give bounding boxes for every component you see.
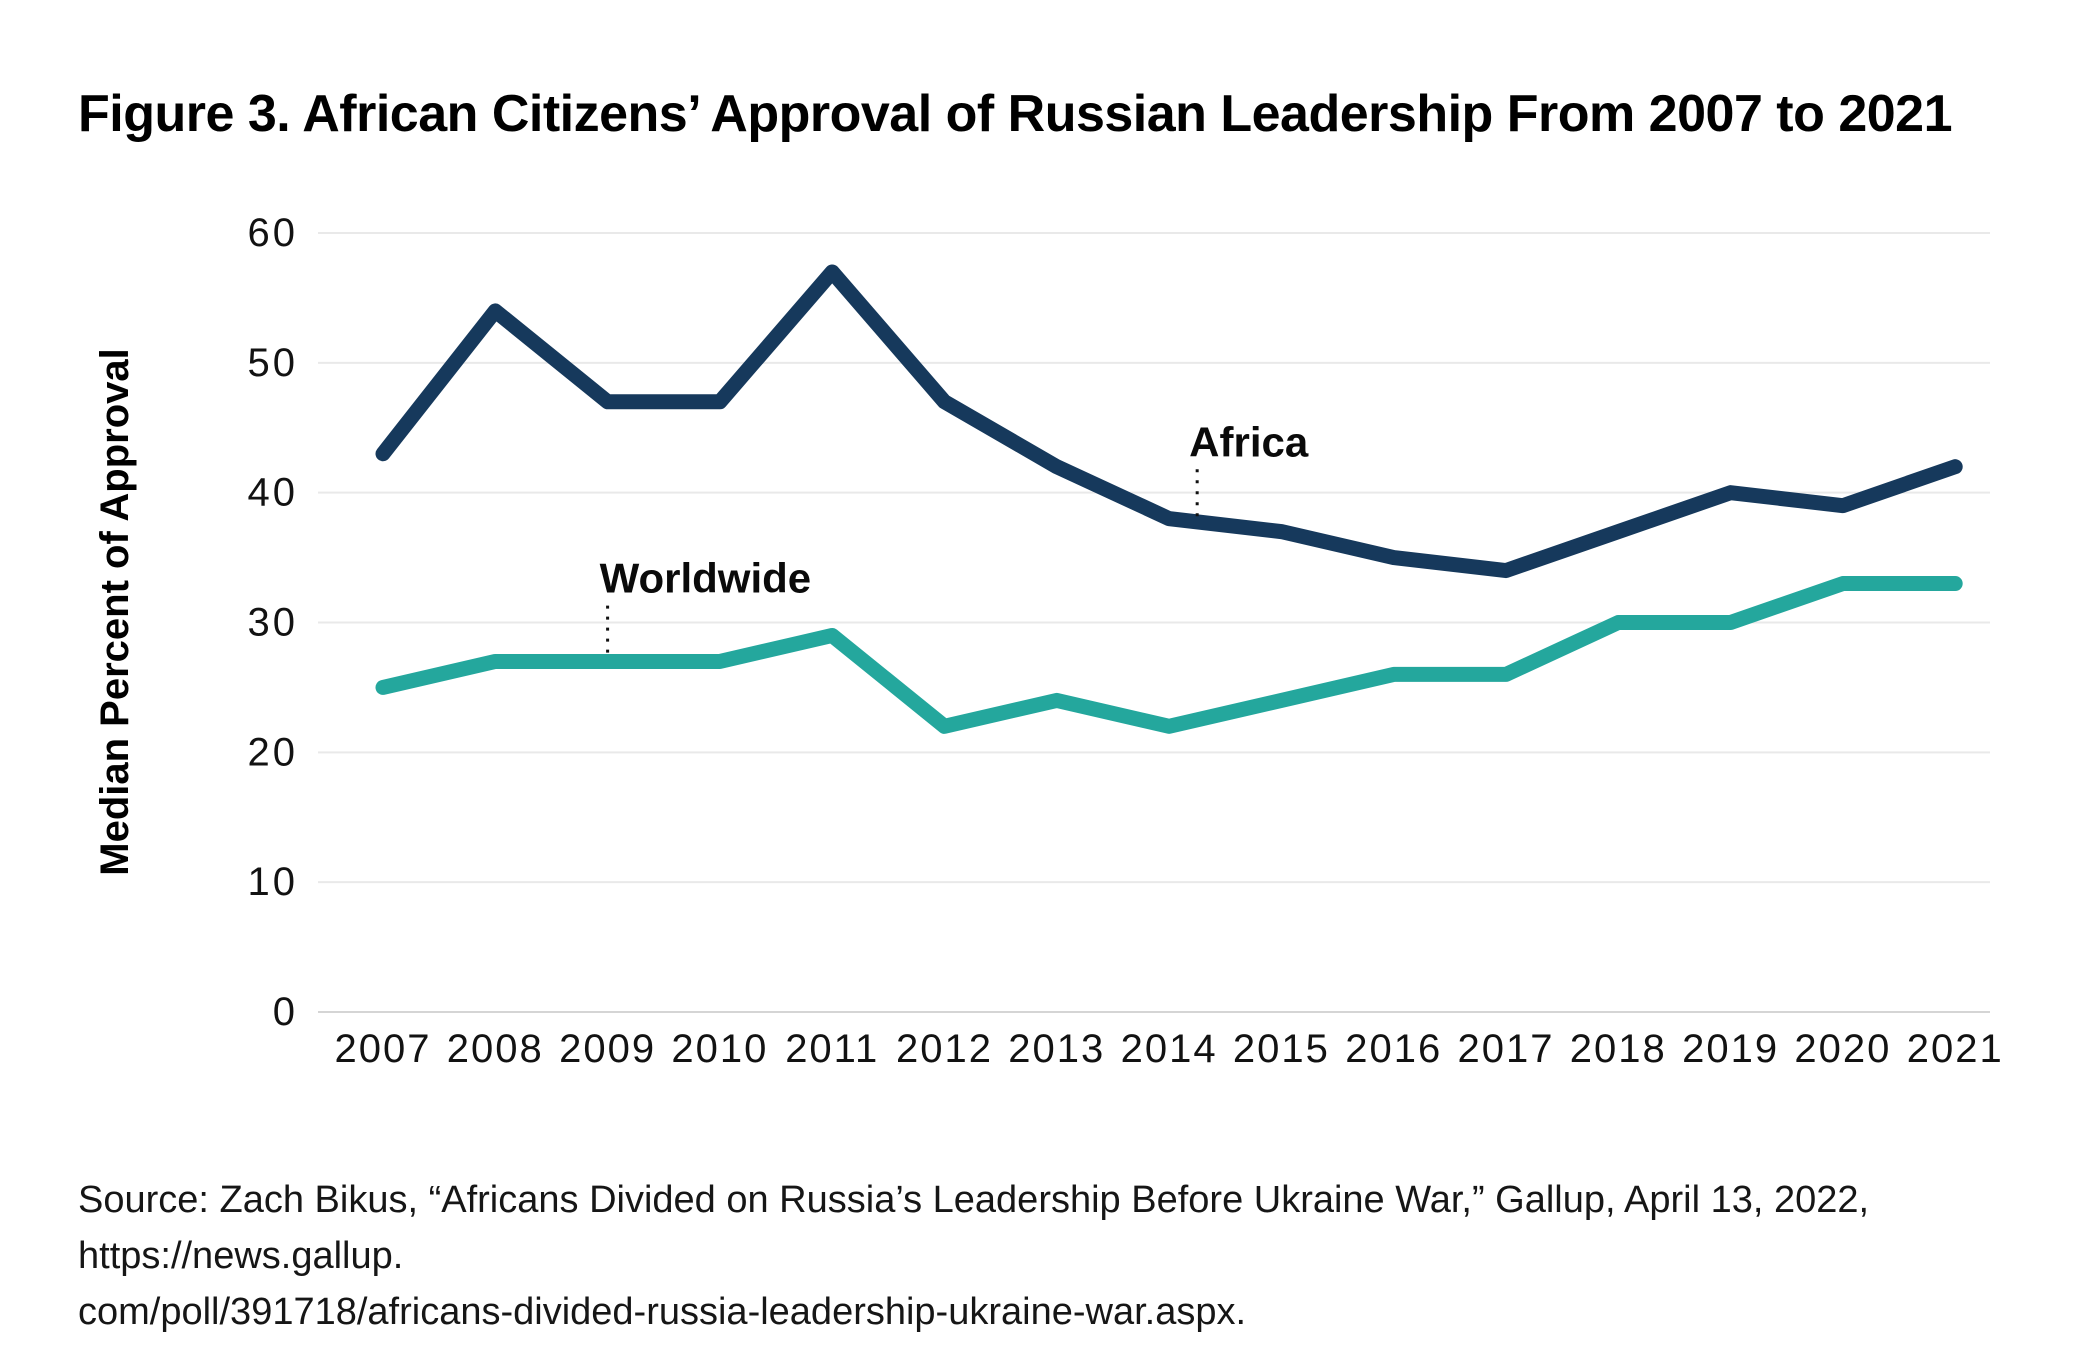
x-tick-label: 2015 bbox=[1233, 1027, 1330, 1071]
africa-line bbox=[375, 264, 1963, 579]
x-tick-label: 2007 bbox=[335, 1027, 432, 1071]
figure-title: Figure 3. African Citizens’ Approval of … bbox=[78, 85, 1953, 143]
worldwide-line bbox=[375, 576, 1963, 734]
worldwide-annotation-label: Worldwide bbox=[600, 555, 812, 602]
x-tick-label: 2021 bbox=[1907, 1027, 2004, 1071]
source-line-2: com/poll/391718/africans-divided-russia-… bbox=[78, 1291, 1247, 1333]
y-tick-label: 60 bbox=[248, 211, 299, 255]
y-axis-title: Median Percent of Approval bbox=[93, 348, 137, 876]
africa-annotation-label: Africa bbox=[1189, 418, 1309, 465]
x-axis-tick-labels: 2007 2008 2009 2010 2011 2012 2013 2014 2015 2016… bbox=[335, 1027, 2004, 1071]
x-tick-label: 2020 bbox=[1794, 1027, 1891, 1071]
y-tick-label: 50 bbox=[248, 341, 299, 385]
y-tick-label: 0 bbox=[273, 990, 298, 1034]
x-tick-label: 2017 bbox=[1458, 1027, 1555, 1071]
series-annotations: Africa Worldwide bbox=[600, 418, 1309, 654]
x-tick-label: 2018 bbox=[1570, 1027, 1667, 1071]
series-lines bbox=[375, 264, 1963, 734]
x-tick-label: 2019 bbox=[1682, 1027, 1779, 1071]
y-tick-label: 10 bbox=[248, 860, 299, 904]
x-tick-label: 2012 bbox=[896, 1027, 993, 1071]
source-line-1: Source: Zach Bikus, “Africans Divided on… bbox=[78, 1179, 1870, 1277]
x-tick-label: 2013 bbox=[1008, 1027, 1105, 1071]
x-tick-label: 2009 bbox=[559, 1027, 656, 1071]
gridlines bbox=[318, 232, 1990, 1013]
y-tick-label: 30 bbox=[248, 601, 299, 645]
y-tick-label: 40 bbox=[248, 471, 299, 515]
x-tick-label: 2010 bbox=[671, 1027, 768, 1071]
source-note: Source: Zach Bikus, “Africans Divided on… bbox=[78, 1172, 2028, 1340]
y-tick-label: 20 bbox=[248, 730, 299, 774]
x-tick-label: 2008 bbox=[447, 1027, 544, 1071]
x-tick-label: 2011 bbox=[785, 1027, 879, 1071]
y-axis-tick-labels: 0 10 20 30 40 50 60 bbox=[248, 211, 299, 1034]
x-tick-label: 2016 bbox=[1345, 1027, 1442, 1071]
x-tick-label: 2014 bbox=[1121, 1027, 1218, 1071]
